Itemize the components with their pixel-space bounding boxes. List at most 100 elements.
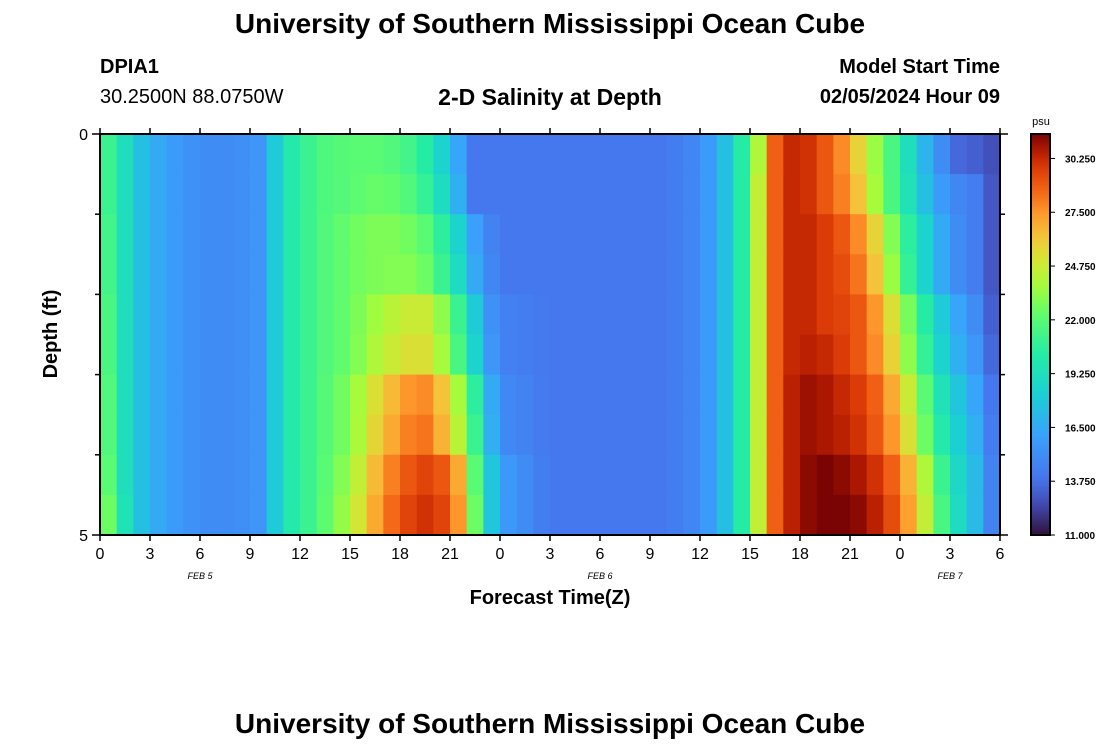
heatmap-cell [800,214,818,255]
heatmap-cell [966,374,984,416]
x-tick-label: 6 [596,546,605,563]
heatmap-cell [283,214,301,255]
x-tick-label: 0 [496,546,505,563]
heatmap-cell [733,494,751,536]
heatmap-cell [233,174,251,215]
x-axis-label: Forecast Time(Z) [470,587,631,609]
heatmap-cell [400,294,418,336]
heatmap-cell [516,174,534,215]
heatmap-cell [466,334,484,376]
heatmap-cell [266,414,284,456]
heatmap-cell [216,254,234,295]
heatmap-cell [150,134,168,175]
heatmap-cell [766,254,784,295]
colorbar-tick-label: 11.000 [1065,531,1095,542]
heatmap-cell [633,414,651,456]
heatmap-cell [966,334,984,376]
heatmap-cell [116,214,134,255]
heatmap-cell [500,134,518,175]
heatmap-cell [950,494,968,536]
heatmap-cell [283,294,301,336]
heatmap-cell [366,214,384,255]
heatmap-cell [766,494,784,536]
heatmap-cell [800,334,818,376]
heatmap-cell [350,414,368,456]
heatmap-cell [283,414,301,456]
heatmap-cell [333,334,351,376]
heatmap-cell [900,334,918,376]
heatmap-cell [233,214,251,255]
heatmap-cell [633,214,651,255]
heatmap-cell [600,134,618,175]
heatmap-cell [816,294,834,336]
heatmap-cell [783,174,801,215]
colorbar-scale [1030,133,1051,536]
heatmap-cell [466,294,484,336]
heatmap-cell [450,414,468,456]
heatmap-cell [300,334,318,376]
heatmap-cell [100,334,118,376]
heatmap-cell [233,454,251,496]
heatmap-cell [750,214,768,255]
heatmap-cell [466,414,484,456]
heatmap-cell [916,334,934,376]
heatmap-cell [400,374,418,416]
heatmap-cell [783,294,801,336]
heatmap-cell [900,414,918,456]
x-tick-label: 3 [946,546,955,563]
heatmap-cell [800,254,818,295]
heatmap-cell [666,294,684,336]
heatmap-cell [816,254,834,295]
heatmap-cell [933,494,951,536]
heatmap-cell [550,254,568,295]
heatmap-cell [400,334,418,376]
heatmap-cell [183,294,201,336]
heatmap-cell [300,254,318,295]
heatmap-cell [216,454,234,496]
heatmap-cell [616,174,634,215]
heatmap-cell [550,374,568,416]
x-tick-label: 15 [341,546,359,563]
colorbar-tick-label: 13.750 [1065,477,1096,488]
heatmap-cell [883,334,901,376]
heatmap-cell [116,134,134,175]
heatmap-cell [783,134,801,175]
heatmap-cell [166,214,184,255]
heatmap-cell [500,414,518,456]
heatmap-cell [383,374,401,416]
heatmap-cell [283,374,301,416]
heatmap-cell [416,134,434,175]
heatmap-cell [383,414,401,456]
x-tick-label: 15 [741,546,759,563]
heatmap-cell [466,174,484,215]
heatmap-cell [533,414,551,456]
heatmap-cell [283,254,301,295]
heatmap-cell [683,454,701,496]
heatmap-cell [783,254,801,295]
heatmap-cell [916,454,934,496]
heatmap-cell [183,214,201,255]
heatmap-cell [300,134,318,175]
heatmap-cell [133,134,151,175]
x-tick-label: 0 [96,546,105,563]
heatmap-cell [633,294,651,336]
heatmap-cell [116,294,134,336]
heatmap-cell [250,254,268,295]
heatmap-cell [166,134,184,175]
heatmap-cell [933,454,951,496]
heatmap-cell [366,334,384,376]
heatmap-cell [883,494,901,536]
heatmap-cell [983,454,1001,496]
heatmap-cell [366,134,384,175]
heatmap-cell [750,254,768,295]
heatmap-cell [150,214,168,255]
heatmap-cell [183,414,201,456]
heatmap-cell [133,414,151,456]
heatmap-cell [100,294,118,336]
heatmap-cell [800,174,818,215]
heatmap-cell [816,414,834,456]
heatmap-cell [466,374,484,416]
heatmap-cell [716,414,734,456]
x-tick-label: 21 [441,546,459,563]
x-tick-label: 12 [291,546,309,563]
